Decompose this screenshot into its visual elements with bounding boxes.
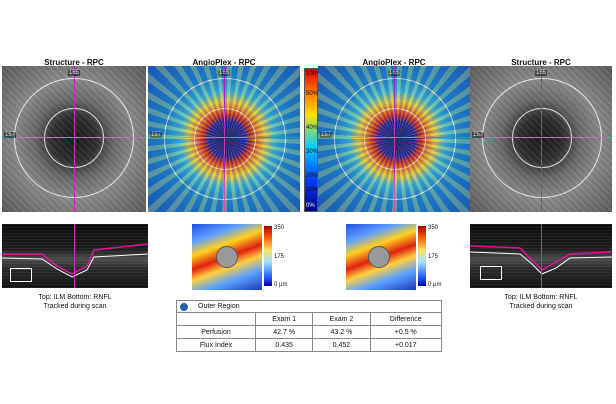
tick-top: 165 — [388, 70, 401, 76]
inner-ring — [194, 108, 256, 170]
flux-scale-mid: 175 — [274, 254, 285, 260]
inner-ring — [512, 108, 572, 168]
header-cell — [176, 312, 256, 326]
crosshair-horizontal — [148, 137, 300, 138]
tick-left: 157 — [4, 132, 17, 138]
scale-label: 100% — [306, 71, 322, 77]
segmentation-lines — [2, 243, 148, 278]
crosshair-vertical — [74, 224, 75, 288]
tick-left: 157 — [472, 132, 485, 138]
inner-ring — [44, 108, 104, 168]
tick-left: 157 — [320, 132, 333, 138]
angio-left-image[interactable]: 165 157 — [148, 66, 300, 212]
flux-scale-min: 0 µm — [274, 282, 288, 288]
inner-ring — [364, 108, 426, 170]
region-label: Outer Region — [198, 303, 240, 310]
cell-value: 0.452 — [312, 338, 371, 352]
flux-map-left[interactable] — [192, 224, 262, 290]
scale-label: 50% — [306, 91, 319, 97]
outer-ring — [334, 78, 456, 200]
flux-colorbar-left — [264, 226, 272, 286]
optic-disc — [368, 246, 390, 268]
angio-left-title: AngioPlex - RPC — [192, 58, 256, 67]
bscan-right-image[interactable] — [470, 224, 612, 288]
scale-label: 10% — [306, 187, 319, 193]
results-table: Exam 1 Exam 2 Difference Perfusion 42.7 … — [176, 312, 443, 352]
tick-left: 157 — [150, 132, 163, 138]
flux-colorbar-right — [418, 226, 426, 286]
segmentation-lines — [470, 245, 612, 275]
structure-right-title: Structure - RPC — [511, 58, 571, 67]
outer-ring — [164, 78, 286, 200]
region-header: Outer Region — [176, 300, 442, 312]
structure-left-title: Structure - RPC — [44, 58, 104, 67]
tick-top: 165 — [218, 70, 231, 76]
flux-map-right[interactable] — [346, 224, 416, 290]
scale-label: 20% — [306, 173, 319, 179]
header-cell: Exam 2 — [312, 312, 371, 326]
crosshair-vertical — [541, 66, 542, 212]
region-icon — [180, 302, 188, 311]
scale-label: 30% — [306, 149, 319, 155]
table-row: Perfusion 42.7 % 43.2 % +0.5 % — [176, 325, 443, 339]
bscan-left-caption-1: Top: ILM Bottom: RNFL — [38, 294, 112, 301]
cell-value: +0.017 — [369, 338, 443, 352]
table-header-row: Exam 1 Exam 2 Difference — [176, 312, 443, 326]
bscan-left-image[interactable] — [2, 224, 148, 288]
scale-label: 40% — [306, 125, 319, 131]
tick-top: 165 — [535, 70, 548, 76]
crosshair-vertical — [541, 224, 542, 288]
crosshair-vertical — [224, 66, 225, 212]
cell-value: 43.2 % — [312, 325, 371, 339]
results-table-container: Outer Region Exam 1 Exam 2 Difference Pe… — [176, 300, 443, 352]
bscan-right-caption-1: Top: ILM Bottom: RNFL — [504, 294, 578, 301]
flux-scale-min: 0 µm — [428, 282, 442, 288]
flux-scale-max: 350 — [274, 225, 285, 231]
outer-ring — [14, 78, 134, 198]
structure-left-image[interactable]: 165 157 — [2, 66, 146, 212]
table-row: Flux Index 0.435 0.452 +0.017 — [176, 338, 443, 352]
row-label: Flux Index — [176, 338, 256, 352]
header-cell: Difference — [369, 312, 443, 326]
outer-ring — [482, 78, 602, 198]
flux-scale-mid: 175 — [428, 254, 439, 260]
header-cell: Exam 1 — [254, 312, 314, 326]
angio-right-image[interactable]: 165 157 — [318, 66, 470, 212]
crosshair-vertical — [394, 66, 395, 212]
scale-label: 0% — [306, 203, 315, 209]
perfusion-colorbar: 100% 50% 40% 30% 20% 10% 0% — [304, 68, 322, 212]
bscan-left-caption-2: Tracked during scan — [43, 303, 107, 310]
crosshair-horizontal — [470, 137, 612, 138]
scan-box — [480, 266, 502, 280]
optic-disc — [216, 246, 238, 268]
cell-value: 42.7 % — [254, 325, 314, 339]
structure-right-image[interactable]: 165 157 — [470, 66, 612, 212]
scan-box — [10, 268, 32, 282]
crosshair-horizontal — [2, 137, 146, 138]
cell-value: 0.435 — [254, 338, 314, 352]
bscan-right-caption-2: Tracked during scan — [509, 303, 573, 310]
crosshair-vertical — [74, 66, 75, 212]
tick-top: 165 — [68, 70, 81, 76]
crosshair-horizontal — [318, 137, 470, 138]
angio-right-title: AngioPlex - RPC — [362, 58, 426, 67]
row-label: Perfusion — [176, 325, 256, 339]
flux-scale-max: 350 — [428, 225, 439, 231]
cell-value: +0.5 % — [369, 325, 443, 339]
